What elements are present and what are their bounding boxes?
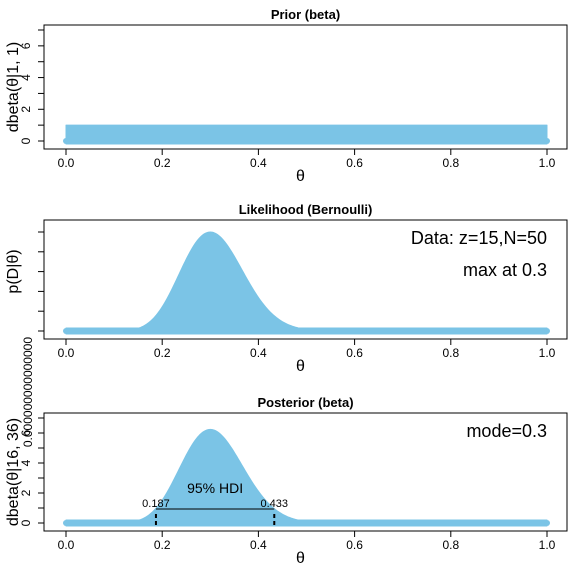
x-tick-label: 0.8	[442, 538, 459, 552]
y-tick-label: 0.000000000000000	[21, 337, 35, 447]
x-tick-label: 0.4	[250, 156, 267, 170]
area-left-cap	[63, 138, 69, 144]
panel-1: Prior (beta) 0.0 0.2 0.4 0.6 0.8 1.0 θ 0 2 4 6dbeta…	[5, 7, 568, 185]
hdi-high-label: 0.433	[261, 498, 289, 510]
x-tick-label: 0.4	[250, 538, 267, 552]
area-right-cap	[544, 520, 550, 526]
density-area	[65, 428, 548, 527]
y-axis-label: dbeta(θ|1, 1)	[5, 42, 22, 132]
x-tick-label: 1.0	[539, 156, 556, 170]
hdi-label: 95% HDI	[187, 480, 243, 496]
plot-frame	[43, 24, 568, 150]
x-tick-label: 0.0	[58, 538, 75, 552]
annotation: Data: z=15,N=50	[411, 228, 547, 248]
x-axis-label: θ	[296, 358, 305, 375]
y-tick-label: 4	[19, 74, 33, 81]
x-tick-label: 0.0	[58, 346, 75, 360]
y-tick-label: 4	[19, 459, 33, 466]
density-area	[65, 231, 548, 335]
x-tick-label: 0.6	[346, 346, 363, 360]
x-tick-label: 0.2	[154, 538, 171, 552]
x-tick-label: 0.6	[346, 538, 363, 552]
y-tick-label: 2	[19, 489, 33, 496]
x-tick-label: 0.4	[250, 346, 267, 360]
annotation: mode=0.3	[466, 421, 547, 441]
plot-frame	[43, 219, 568, 340]
x-axis-label: θ	[296, 550, 305, 567]
x-tick-label: 0.8	[442, 156, 459, 170]
y-tick-label: 0	[19, 519, 33, 526]
x-tick-label: 1.0	[539, 346, 556, 360]
hdi-low-label: 0.187	[142, 498, 170, 510]
y-tick-label: 6	[19, 429, 33, 436]
y-tick-label: 6	[19, 42, 33, 49]
y-axis-label: dbeta(θ|16, 36)	[5, 418, 22, 526]
chart-title: Prior (beta)	[271, 7, 340, 22]
x-tick-label: 0.2	[154, 346, 171, 360]
y-tick-label: 0	[19, 137, 33, 144]
area-left-cap	[63, 328, 69, 334]
x-tick-label: 0.2	[154, 156, 171, 170]
annotation: max at 0.3	[463, 260, 547, 280]
x-tick-label: 0.8	[442, 346, 459, 360]
x-tick-label: 0.6	[346, 156, 363, 170]
chart-title: Posterior (beta)	[257, 395, 353, 410]
y-tick-label: 2	[19, 106, 33, 113]
chart-title: Likelihood (Bernoulli)	[239, 202, 373, 217]
x-tick-label: 0.0	[58, 156, 75, 170]
x-axis-label: θ	[296, 168, 305, 185]
plot-frame	[43, 412, 568, 532]
panel-3: Posterior (beta) 0.0 0.2 0.4 0.6 0.8 1.0 θ 0 2 4 6d…	[5, 395, 568, 567]
area-right-cap	[544, 138, 550, 144]
density-area	[65, 124, 548, 145]
area-right-cap	[544, 328, 550, 334]
x-tick-label: 1.0	[539, 538, 556, 552]
y-axis-label: p(D|θ)	[5, 249, 22, 293]
panel-2: Likelihood (Bernoulli) 0.0 0.2 0.4 0.6 0.8 1.0…	[5, 202, 568, 447]
area-left-cap	[63, 520, 69, 526]
